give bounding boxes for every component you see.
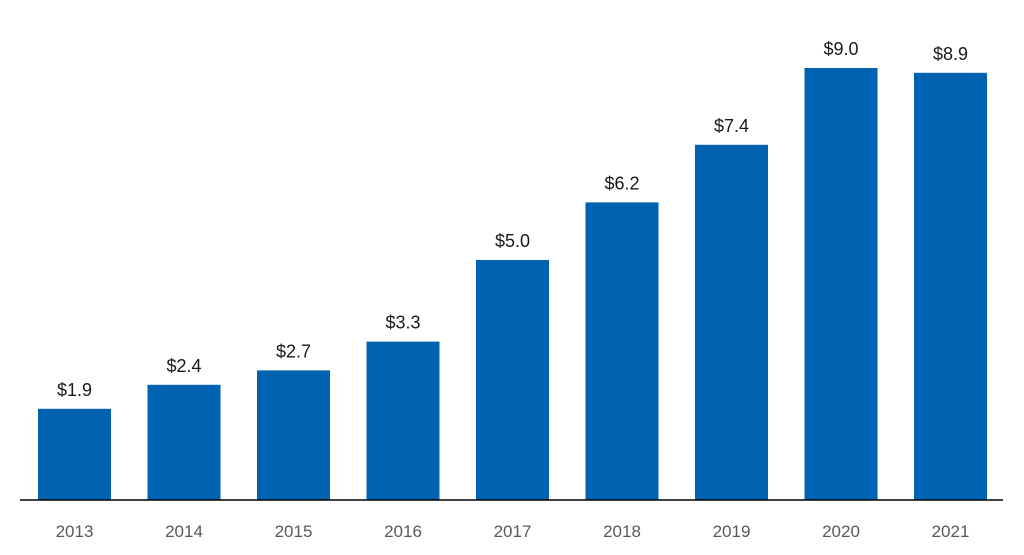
data-label-2015: $2.7 [276,341,311,361]
bar-2016 [366,341,440,500]
x-tick-label-2019: 2019 [713,522,751,541]
data-label-2021: $8.9 [933,44,968,64]
bar-2015 [257,370,330,500]
bar-2018 [585,202,659,500]
x-tick-label-2015: 2015 [275,522,313,541]
x-tick-label-2018: 2018 [603,522,641,541]
data-label-2018: $6.2 [604,173,639,193]
bar-2017 [476,260,549,500]
data-label-2019: $7.4 [714,116,749,136]
bar-2013 [38,408,111,500]
x-tick-label-2016: 2016 [384,522,422,541]
x-tick-labels-group: 2013 2014 2015 2016 2017 2018 2019 2020 2021 [56,522,970,541]
bars-group [38,68,987,501]
x-tick-label-2021: 2021 [932,522,970,541]
data-label-2014: $2.4 [166,356,201,376]
bar-2021 [914,72,987,501]
x-tick-label-2017: 2017 [494,522,532,541]
x-tick-label-2020: 2020 [822,522,860,541]
bar-2019 [695,144,768,501]
data-label-2013: $1.9 [57,380,92,400]
data-label-2016: $3.3 [385,313,420,333]
bar-2014 [147,384,221,500]
bar-2020 [804,68,878,500]
data-labels-group: $1.9 $2.4 $2.7 $3.3 $5.0 $6.2 $7.4 $9.0 $8.9 [57,39,968,400]
data-label-2020: $9.0 [823,39,858,59]
data-label-2017: $5.0 [495,231,530,251]
x-tick-label-2014: 2014 [165,522,203,541]
x-tick-label-2013: 2013 [56,522,94,541]
